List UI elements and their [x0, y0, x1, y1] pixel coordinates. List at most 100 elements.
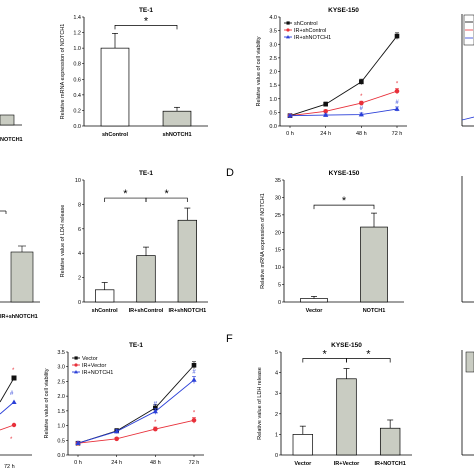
y-tick-label: 4.0: [269, 15, 277, 21]
data-point: [153, 405, 158, 411]
fragment-label-ir-notch1: IR+shNOTCH1: [0, 314, 38, 320]
y-tick-label: 0.0: [73, 124, 81, 130]
data-point: [153, 426, 158, 432]
y-tick-label: 2: [275, 412, 278, 418]
legend-marker: [286, 21, 290, 25]
significance-marker: *: [193, 410, 196, 416]
x-tick-label: 0 h: [74, 460, 82, 466]
right-fragment-mid: [461, 176, 474, 303]
chart-te1-viability: 0.0 0.5 1.0 1.5 2.0 2.5 3.0 3.5 TE-1 Relative val…: [44, 342, 204, 466]
data-point: [323, 101, 328, 107]
data-point: [114, 428, 120, 434]
y-tick-label: 2.5: [269, 56, 277, 62]
significance-marker: *: [396, 81, 399, 87]
fragment-bar-top: [0, 114, 15, 126]
significance-star: *: [144, 15, 149, 27]
y-tick-label: 1.4: [73, 15, 81, 21]
x-tick-label: shControl: [92, 308, 118, 314]
data-point: [114, 436, 119, 442]
legend-label: IR+shNOTCH1: [294, 35, 331, 41]
chart-kyse-viability: 0.0 0.5 1.0 1.5 2.0 2.5 3.0 3.5 4.0 KYSE-150 Relat…: [256, 7, 407, 137]
y-tick-label: 0: [275, 453, 278, 459]
y-tick-label: 3: [275, 391, 278, 397]
series-line: [289, 108, 398, 117]
y-tick-label: 4: [275, 371, 278, 377]
y-tick-label: 5: [275, 350, 278, 356]
significance-marker: #: [360, 106, 364, 112]
significance-marker: #: [395, 100, 399, 106]
x-tick-label: 0 h: [286, 131, 294, 137]
legend-label: Vector: [82, 356, 98, 362]
y-axis-label: Relative value of cell viability: [44, 368, 50, 438]
y-tick-label: 1: [275, 432, 278, 438]
fragment-label-notch1: NOTCH1: [0, 137, 23, 143]
chart-title: KYSE-150: [331, 342, 362, 349]
significance-marker: #: [192, 369, 196, 375]
x-tick-label: IR+Vector: [334, 461, 360, 467]
y-tick-label: 3.5: [57, 350, 65, 356]
x-tick-label: shControl: [102, 132, 128, 138]
chart-te1-ldh: 0 2 4 6 8 10 TE-1 Relative value of LDH release…: [60, 170, 208, 314]
y-tick-label: 20: [275, 230, 281, 236]
y-tick-label: 2: [78, 276, 81, 282]
y-tick-label: 3.5: [269, 29, 277, 35]
x-tick-label: Vector: [306, 308, 324, 314]
x-tick-label: shNOTCH1: [162, 132, 191, 138]
x-tick-label: 72 h: [392, 131, 403, 137]
significance-bracket: [145, 197, 188, 203]
series-line: [77, 364, 195, 444]
x-tick-label: IR+NOTCH1: [375, 461, 406, 467]
significance-bracket: [114, 25, 178, 30]
x-tick-label: 48 h: [150, 460, 161, 466]
y-tick-label: 2.0: [57, 394, 65, 400]
data-point: [191, 362, 197, 368]
y-tick-label: 0.6: [73, 77, 81, 83]
y-tick-label: 2.0: [269, 70, 277, 76]
y-tick-label: 0.0: [57, 453, 65, 459]
bar: [379, 427, 401, 456]
legend-marker: [74, 363, 78, 367]
significance-star: *: [165, 188, 170, 200]
data-point: [287, 112, 293, 118]
significance-star: *: [323, 348, 328, 360]
svg-text:*: *: [12, 368, 15, 374]
y-tick-label: 0.5: [269, 110, 277, 116]
legend-marker: [74, 356, 78, 360]
right-fragment-top: [461, 14, 474, 127]
x-tick-label: 72 h: [189, 460, 200, 466]
legend-marker: [286, 35, 290, 39]
data-point: [358, 111, 364, 117]
chart-title: TE-1: [139, 7, 153, 14]
data-point: [359, 100, 364, 106]
y-tick-label: 0.0: [269, 124, 277, 130]
x-tick-label: NOTCH1: [363, 308, 386, 314]
x-tick-label: IR+shControl: [129, 308, 164, 314]
legend-label: IR+shControl: [294, 28, 326, 34]
bar: [177, 219, 197, 303]
y-tick-label: 10: [275, 265, 281, 271]
bar: [136, 255, 156, 303]
legend-label: shControl: [294, 21, 318, 27]
chart-title: KYSE-150: [329, 170, 360, 177]
data-point: [75, 440, 81, 446]
data-point: [191, 377, 197, 382]
y-tick-label: 1.5: [269, 83, 277, 89]
data-point: [359, 79, 364, 85]
chart-te1-mrna: 0.0 0.2 0.4 0.6 0.8 1.0 1.2 1.4 TE-1 Relative mRN…: [60, 7, 208, 138]
data-point: [394, 88, 400, 94]
y-axis-label: Relative mRNA expression of NOTCH1: [60, 24, 66, 120]
y-axis-label: Relative value of cell viability: [256, 36, 262, 106]
y-tick-label: 1.5: [57, 409, 65, 415]
y-tick-label: 2.5: [57, 379, 65, 385]
legend-label: IR+NOTCH1: [82, 370, 113, 376]
x-tick-label: IR+shNOTCH1: [168, 308, 206, 314]
chart-kyse-ldh: 0 1 2 3 4 5 KYSE-150 Relative value of LDH rele…: [257, 342, 412, 467]
svg-text:#: #: [10, 391, 14, 397]
panel-label-d: D: [226, 167, 234, 179]
y-tick-label: 25: [275, 213, 281, 219]
chart-title: TE-1: [139, 170, 153, 177]
legend-marker: [286, 28, 290, 32]
y-tick-label: 30: [275, 195, 281, 201]
y-tick-label: 6: [78, 227, 81, 233]
series-line: [77, 379, 195, 444]
